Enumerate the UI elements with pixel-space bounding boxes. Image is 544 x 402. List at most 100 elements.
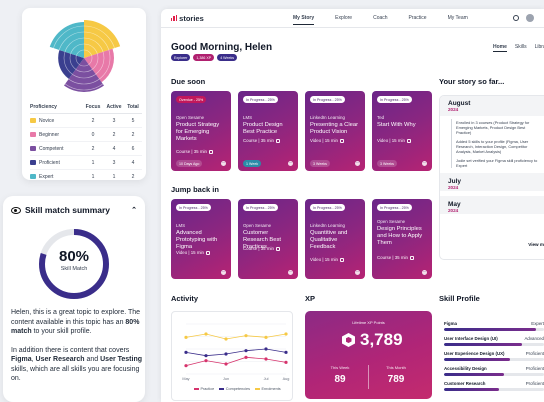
card-meta: Video | 15 min (310, 257, 344, 262)
avatar[interactable] (526, 14, 534, 22)
card-title: Design Principles and How to Apply Them (377, 226, 423, 246)
story-year: 2024 (448, 208, 459, 213)
jump-card-3[interactable]: In Progress - 25% LinkedIn Learning Quan… (305, 199, 365, 279)
row-label: Expert (39, 173, 54, 180)
row-focus: 2 (91, 145, 95, 152)
row-total: 2 (131, 173, 135, 180)
rose-segment-competent (64, 58, 104, 92)
row-focus: 1 (91, 159, 95, 166)
more-icon[interactable]: ⋯ (288, 270, 293, 275)
card-title: Product Design Best Practice (243, 122, 283, 135)
card-title: Product Strategy for Emerging Markets (176, 122, 220, 142)
jump-card-4[interactable]: In Progress - 25% Open Sesame Design Pri… (372, 199, 432, 279)
nav-coach[interactable]: Coach (373, 15, 388, 21)
timeline-line (451, 119, 452, 168)
due-card-4[interactable]: In Progress - 25% Ted Start With Why Vid… (372, 91, 432, 171)
rose-segment-beginner (84, 48, 114, 83)
row-active: 2 (112, 131, 116, 138)
more-icon[interactable]: ⋯ (422, 161, 427, 166)
skill-bar (444, 343, 544, 346)
card-provider: LMS (176, 223, 186, 228)
data-point-practice (244, 355, 248, 359)
more-icon[interactable]: ⋯ (288, 161, 293, 166)
xp-lifetime-value: 3,789 (360, 330, 403, 349)
row-active: 4 (112, 145, 116, 152)
tab-home[interactable]: Home (493, 44, 507, 52)
gauge-progress-arc (39, 229, 109, 299)
card-meta: Video | 15 min (310, 138, 344, 143)
row-label: Beginner (39, 131, 60, 138)
row-focus: 0 (91, 131, 95, 138)
story-entry-3: Jodie set verified your Figma skill prof… (456, 158, 538, 168)
skill-match-card: Skill match summary ⌃ 80% Skill Match He… (3, 196, 145, 402)
status-badge: In Progress - 25% (310, 96, 345, 103)
story-month-july[interactable]: July 2024 (440, 173, 544, 191)
due-card-1[interactable]: Overdue - 25% Open Sesame Product Strate… (171, 91, 231, 171)
xp-week-value: 89 (334, 374, 346, 385)
due-card-2[interactable]: In Progress - 25% LMS Product Design Bes… (238, 91, 298, 171)
nav-my-team[interactable]: My Team (447, 15, 468, 21)
rose-ring (51, 25, 117, 91)
proficiency-row-novice: Novice 2 3 5 (30, 114, 142, 128)
col-total: Total (127, 104, 139, 110)
card-title: Customer Research Best Practices (243, 230, 282, 250)
more-icon[interactable]: ⋯ (355, 161, 360, 166)
row-focus: 2 (91, 117, 95, 124)
skill-bar (444, 358, 544, 361)
tab-library[interactable]: Library (534, 44, 544, 50)
chevron-up-icon[interactable]: ⌃ (131, 207, 137, 214)
skill-item-figma[interactable]: Figma Expert (444, 321, 544, 331)
skill-item-customer-research[interactable]: Customer Research Proficient (444, 381, 544, 391)
tab-skills[interactable]: Skills (514, 44, 527, 50)
legend-enrolments: Enrolments (255, 387, 281, 391)
row-focus: 1 (91, 173, 95, 180)
series-line-enrolments (185, 333, 287, 340)
skill-bar (444, 328, 544, 331)
novice-swatch (30, 118, 36, 123)
card-provider: LinkedIn Learning (310, 223, 345, 228)
legend-competencies: Competencies (219, 387, 250, 391)
skill-item-ui-design[interactable]: User Interface Design (UI) Advanced (444, 336, 544, 346)
rose-segment-expert (49, 22, 84, 58)
row-active: 3 (112, 117, 116, 124)
status-badge: In Progress - 25% (243, 204, 278, 211)
skill-item-ux-design[interactable]: User Experience Design (UX) Proficient (444, 351, 544, 361)
hexagon-icon (342, 333, 355, 347)
legend-practice: Practice (194, 387, 214, 391)
status-badge: Overdue - 25% (176, 96, 207, 103)
jump-card-2[interactable]: In Progress - 25% Open Sesame Customer R… (238, 199, 298, 279)
skill-item-accessibility-design[interactable]: Accessibility Design Proficient (444, 366, 544, 376)
nav-my-story[interactable]: My Story (293, 12, 315, 25)
skill-match-paragraph-2: In addition there is content that covers… (11, 346, 143, 383)
series-line-competencies (185, 348, 287, 357)
view-more-link[interactable]: View m (528, 242, 544, 247)
row-total: 5 (131, 117, 135, 124)
story-month-august[interactable]: August 2024 (440, 96, 544, 116)
status-badge: In Progress - 25% (377, 204, 412, 211)
nav-practice[interactable]: Practice (408, 15, 427, 21)
story-title: Your story so far... (439, 77, 505, 86)
brand-logo[interactable]: stories (171, 14, 293, 23)
page-title: Good Morning, Helen (171, 42, 273, 53)
skill-match-header[interactable]: Skill match summary ⌃ (11, 205, 137, 215)
story-month-may[interactable]: May 2024 (440, 196, 544, 214)
search-icon[interactable] (513, 15, 519, 21)
more-icon[interactable]: ⋯ (221, 161, 226, 166)
story-year: 2024 (448, 107, 459, 112)
more-icon[interactable]: ⋯ (221, 270, 226, 275)
rose-segment-proficient (58, 49, 84, 80)
jump-card-1[interactable]: In Progress - 25% LMS Advanced Prototypi… (171, 199, 231, 279)
skill-level: Expert (531, 321, 544, 326)
badge-xp: 1,386 XP (193, 54, 215, 61)
rose-ring (63, 37, 105, 79)
more-icon[interactable]: ⋯ (355, 270, 360, 275)
due-card-3[interactable]: In Progress - 25% LinkedIn Learning Pres… (305, 91, 365, 171)
brand-name: stories (179, 13, 204, 23)
more-icon[interactable]: ⋯ (422, 270, 427, 275)
card-provider: LMS (243, 115, 253, 120)
proficiency-row-beginner: Beginner 0 2 2 (30, 128, 142, 142)
nav-explore[interactable]: Explore (335, 15, 353, 21)
story-entries: Enrolled in 3 courses (Product Strategy … (440, 116, 544, 168)
card-meta: Video | 15 min (377, 138, 411, 143)
activity-title: Activity (171, 294, 199, 303)
